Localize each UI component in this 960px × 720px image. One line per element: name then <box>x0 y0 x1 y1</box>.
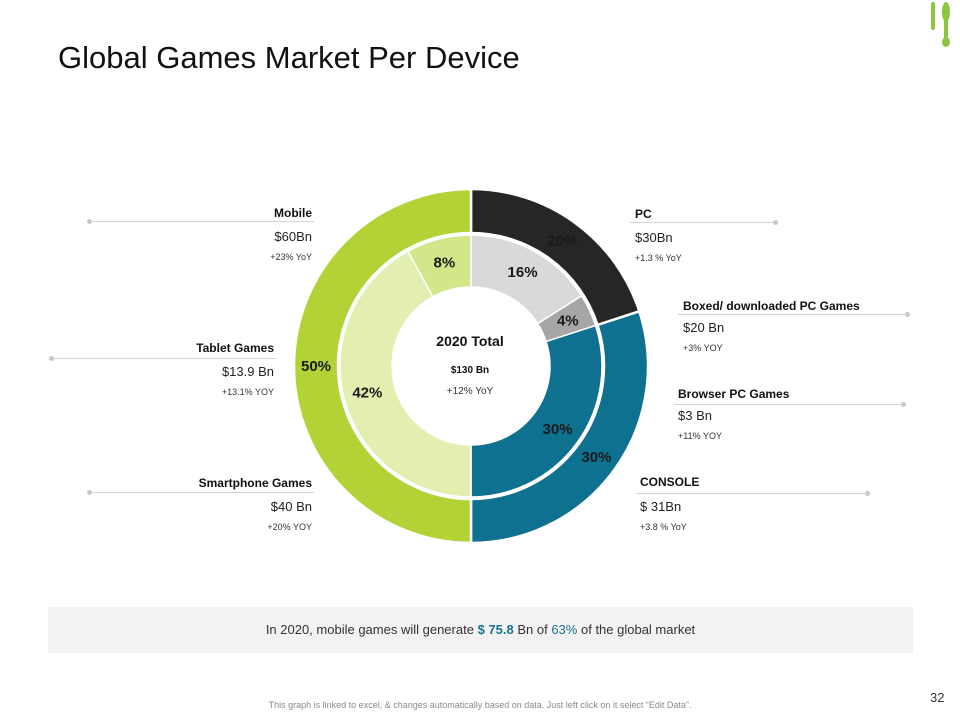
annotation-line <box>678 314 908 315</box>
annotation-console: CONSOLE $ 31Bn +3.8 % YoY <box>640 475 699 532</box>
banner-amount: $ 75.8 <box>477 622 514 637</box>
annotation-dot <box>87 490 92 495</box>
annotation-value: $3 Bn <box>678 408 712 423</box>
annotation-yoy: +3% YOY <box>683 343 723 353</box>
inner-ring-label: 42% <box>352 385 382 402</box>
page-number: 32 <box>930 690 945 705</box>
banner-prefix: In 2020, mobile games will generate <box>265 622 474 637</box>
annotation-value: $40 Bn <box>270 499 312 514</box>
annotation-value: $30Bn <box>635 230 673 245</box>
inner-ring-slice-smartphone-games <box>339 250 472 498</box>
cutlery-logo-icon <box>931 2 950 47</box>
inner-ring-label: 16% <box>508 264 538 281</box>
page-title: Global Games Market Per Device <box>58 40 520 75</box>
annotation-mobile: Mobile $60Bn +23% YoY <box>140 206 312 262</box>
annotation-pc: PC $30Bn +1.3 % YoY <box>635 207 682 263</box>
annotation-dot <box>49 356 54 361</box>
annotation-dot <box>901 402 906 407</box>
annotation-dot <box>865 491 870 496</box>
annotation-name: CONSOLE <box>640 475 700 489</box>
annotation-value: $60Bn <box>274 229 312 244</box>
annotation-line <box>630 222 776 223</box>
annotation-browser: Browser PC Games $3 Bn +11% YOY <box>678 387 789 441</box>
annotation-value: $13.9 Bn <box>221 364 274 379</box>
banner-middle: Bn of <box>517 622 548 637</box>
annotation-name: PC <box>635 207 652 221</box>
annotation-value: $20 Bn <box>683 320 725 335</box>
annotation-name: Mobile <box>274 206 312 220</box>
inner-ring-label: 30% <box>543 421 573 438</box>
annotation-smartphone: Smartphone Games $40 Bn +20% YOY <box>140 476 312 532</box>
annotation-line <box>90 492 314 493</box>
annotation-line <box>636 493 868 494</box>
center-summary: 2020 Total $130 Bn +12% YoY <box>400 333 540 397</box>
banner-percent: 63% <box>551 622 578 637</box>
annotation-yoy: +11% YOY <box>678 431 722 441</box>
summary-banner: In 2020, mobile games will generate $ 75… <box>48 607 913 653</box>
annotation-name: Tablet Games <box>196 341 274 355</box>
annotation-dot <box>773 220 778 225</box>
inner-ring-slice-tablet-games <box>406 234 472 298</box>
annotation-boxed: Boxed/ downloaded PC Games $20 Bn +3% YO… <box>683 299 860 353</box>
annotation-yoy: +23% YoY <box>270 252 312 262</box>
annotation-yoy: +20% YOY <box>267 522 312 532</box>
annotation-line <box>52 358 276 359</box>
center-value: $130 Bn <box>450 365 490 376</box>
annotation-yoy: +1.3 % YoY <box>635 253 682 263</box>
annotation-line <box>674 404 904 405</box>
annotation-dot <box>905 312 910 317</box>
outer-ring-label: 30% <box>581 449 611 466</box>
annotation-name: Smartphone Games <box>198 476 312 490</box>
outer-ring-label: 20% <box>547 233 577 250</box>
annotation-yoy: +13.1% YOY <box>221 387 274 397</box>
inner-ring-slice-console <box>470 324 603 498</box>
annotation-value: $ 31Bn <box>640 499 682 514</box>
outer-ring-label: 50% <box>301 358 331 375</box>
annotation-line <box>90 221 314 222</box>
inner-ring-label: 4% <box>557 312 579 329</box>
banner-suffix: of the global market <box>580 622 696 637</box>
footer-note: This graph is linked to excel, & changes… <box>268 700 692 710</box>
annotation-dot <box>87 219 92 224</box>
annotation-yoy: +3.8 % YoY <box>640 522 687 532</box>
center-yoy: +12% YoY <box>446 386 494 397</box>
annotation-name: Boxed/ downloaded PC Games <box>683 299 860 313</box>
annotation-tablet: Tablet Games $13.9 Bn +13.1% YOY <box>100 341 274 397</box>
center-title: 2020 Total <box>436 333 504 349</box>
annotation-name: Browser PC Games <box>678 387 790 401</box>
outer-ring-slice-mobile <box>292 187 473 545</box>
inner-ring-label: 8% <box>434 254 456 271</box>
